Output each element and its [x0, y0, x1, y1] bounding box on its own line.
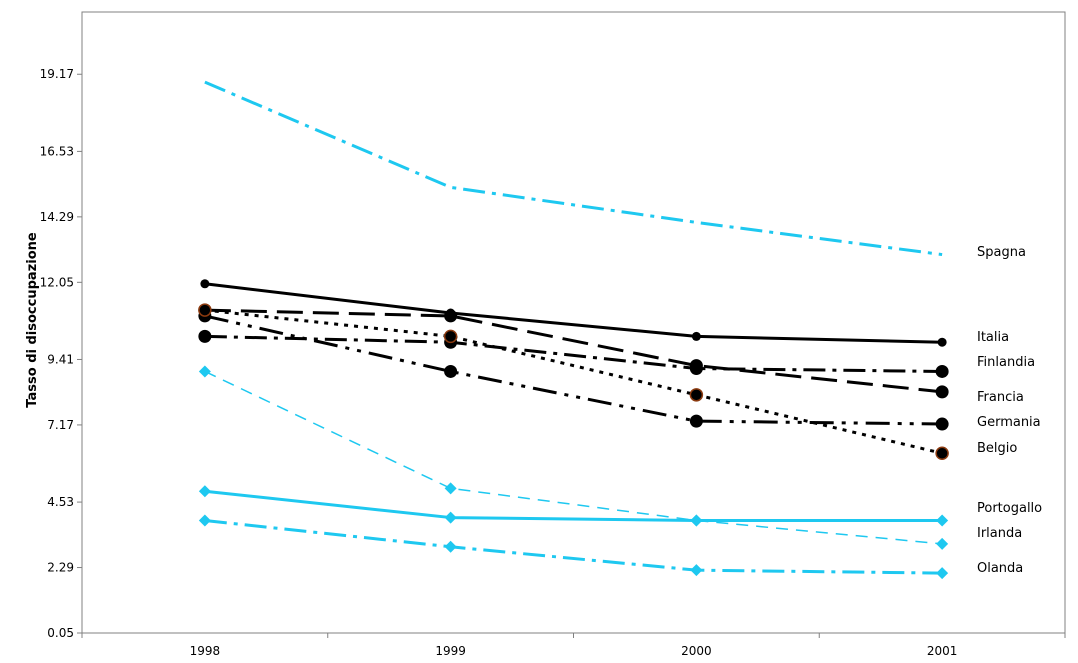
y-tick-label: 12.05 — [40, 275, 74, 289]
series-line — [204, 308, 943, 394]
series-label-belgio: Belgio — [977, 441, 1017, 456]
data-point — [443, 329, 458, 344]
data-point — [936, 514, 949, 527]
data-point — [936, 537, 949, 550]
series-label-irlanda: Irlanda — [977, 526, 1022, 541]
series-line — [204, 314, 943, 426]
data-point — [444, 364, 458, 378]
series-label-francia: Francia — [977, 390, 1024, 405]
series-line — [204, 518, 943, 575]
series-irlanda — [198, 365, 949, 550]
series-label-finlandia: Finlandia — [977, 355, 1035, 370]
data-point — [444, 540, 457, 553]
series-label-italia: Italia — [977, 330, 1009, 345]
y-tick-label: 2.29 — [47, 561, 74, 575]
series-label-olanda: Olanda — [977, 561, 1023, 576]
data-point — [198, 303, 212, 317]
data-point — [935, 446, 949, 461]
series-finlandia — [198, 329, 949, 378]
data-point — [935, 364, 949, 378]
x-tick-label: 2001 — [927, 644, 958, 658]
label-group: Spagna Italia Finlandia Francia Germania Belg… — [977, 245, 1042, 576]
data-point — [198, 365, 211, 378]
series-line — [204, 370, 943, 545]
data-point — [937, 337, 947, 347]
data-point — [936, 567, 949, 580]
data-point — [935, 417, 949, 431]
data-point — [690, 514, 703, 527]
data-point — [200, 279, 210, 289]
series-portogallo — [198, 485, 949, 527]
series-group — [198, 80, 949, 580]
data-point — [689, 414, 703, 428]
series-line — [204, 80, 943, 257]
y-tick-label: 0.05 — [47, 626, 74, 640]
series-label-portogallo: Portogallo — [977, 501, 1042, 516]
series-line — [204, 308, 943, 455]
series-label-spagna: Spagna — [977, 245, 1026, 260]
series-label-germania: Germania — [977, 415, 1041, 430]
y-tick-label: 19.17 — [40, 67, 74, 81]
data-point — [444, 309, 458, 323]
y-tick-label: 9.41 — [47, 352, 74, 366]
y-tick-label: 14.29 — [40, 210, 74, 224]
data-point — [935, 385, 949, 399]
series-line — [204, 334, 943, 373]
data-point — [689, 359, 703, 373]
series-spagna — [204, 80, 943, 257]
series-line — [204, 282, 943, 344]
data-point — [198, 514, 211, 527]
data-point — [198, 329, 212, 343]
data-point — [444, 482, 457, 495]
series-belgio — [198, 303, 949, 461]
data-point — [691, 331, 701, 341]
x-tick-label: 1999 — [435, 644, 466, 658]
axes: 0.05 2.29 4.53 7.17 9.41 12.05 14.29 16.53 19.17… — [40, 11, 1066, 658]
series-line — [204, 489, 943, 522]
series-italia — [200, 279, 947, 347]
y-tick-label: 16.53 — [40, 144, 74, 158]
data-point — [689, 388, 704, 402]
x-tick-label: 1998 — [190, 644, 221, 658]
data-point — [198, 485, 211, 498]
y-tick-label: 7.17 — [47, 418, 74, 432]
x-tick-label: 2000 — [681, 644, 712, 658]
y-tick-label: 4.53 — [47, 495, 74, 509]
data-point — [690, 564, 703, 577]
series-francia — [198, 303, 949, 399]
series-olanda — [198, 514, 949, 580]
plot-area-border — [81, 11, 1066, 634]
data-point — [444, 511, 457, 524]
y-axis-label: Tasso di disoccupazione — [25, 232, 40, 408]
